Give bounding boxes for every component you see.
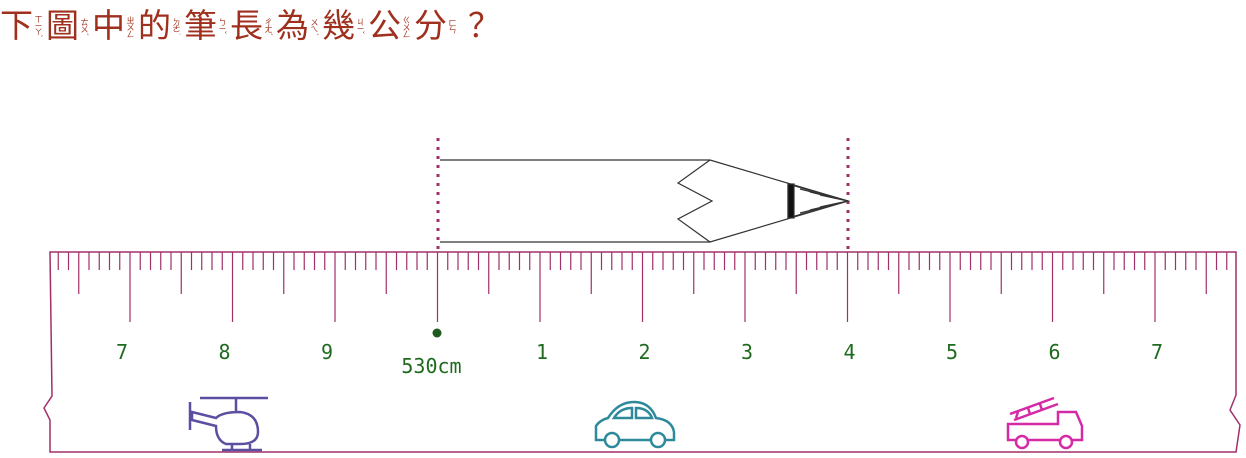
ruler-label: 6 — [1048, 340, 1060, 364]
zhuyin: ㄐㄧˇ — [356, 18, 365, 34]
car-icon — [594, 400, 676, 449]
ruler-label: 7 — [116, 340, 128, 364]
pencil — [440, 159, 851, 243]
word: 長ㄔㄤˊ — [230, 6, 276, 46]
character: 幾 — [322, 6, 355, 45]
zhuyin: ㄒㄧㄚˋ — [34, 14, 43, 38]
guides — [436, 138, 850, 250]
ruler-label: 1 — [536, 340, 548, 364]
zhuyin: ㄅㄧˇ — [218, 18, 227, 34]
ruler-label: 8 — [218, 340, 230, 364]
ruler — [43, 251, 1241, 453]
ruler-ticks — [57, 252, 1228, 322]
firetruck-icon — [1006, 396, 1084, 450]
character: 中 — [92, 6, 125, 45]
character: 圖 — [46, 6, 79, 45]
word: 公ㄍㄨㄥ — [368, 6, 414, 46]
zero-dot — [432, 328, 442, 338]
ruler-label: 2 — [638, 340, 650, 364]
word: 的ㄉㄜ˙ — [138, 6, 184, 46]
word: 幾ㄐㄧˇ — [322, 6, 368, 46]
character: 下 — [0, 6, 33, 45]
character: 公 — [368, 6, 401, 45]
ruler-label: 7 — [1151, 340, 1163, 364]
ruler-labels: 7 8 9 530cm 1 2 3 4 5 6 7 — [116, 340, 1163, 378]
ruler-label: 5 — [946, 340, 958, 364]
character: 為 — [276, 6, 309, 45]
zhuyin: ㄊㄨˊ — [80, 17, 89, 35]
word: 圖ㄊㄨˊ — [46, 6, 92, 46]
word: 中ㄓㄨㄥ — [92, 6, 138, 46]
zhuyin: ㄍㄨㄥ — [402, 15, 411, 37]
zhuyin: ㄔㄤˊ — [264, 17, 273, 35]
ruler-label: 3 — [741, 340, 753, 364]
ruler-label: 4 — [843, 340, 855, 364]
zhuyin: ㄉㄜ˙ — [172, 17, 181, 35]
ruler-label: 530cm — [401, 354, 461, 378]
zhuyin: ㄈㄣ — [448, 19, 457, 33]
word: 筆ㄅㄧˇ — [184, 6, 230, 46]
word: 為ㄨㄟˊ — [276, 6, 322, 46]
question-mark: ？ — [468, 6, 501, 45]
zhuyin: ㄨㄟˊ — [310, 17, 319, 35]
character: 筆 — [184, 6, 217, 45]
zhuyin: ㄓㄨㄥ — [126, 15, 135, 37]
character: 的 — [138, 6, 171, 45]
character: 長 — [230, 6, 263, 45]
word: 分ㄈㄣ — [414, 6, 460, 46]
character: 分 — [414, 6, 447, 45]
ruler-label: 9 — [321, 340, 333, 364]
word: 下ㄒㄧㄚˋ — [0, 6, 46, 46]
helicopter-icon — [188, 396, 268, 452]
question: 下ㄒㄧㄚˋ 圖ㄊㄨˊ 中ㄓㄨㄥ的ㄉㄜ˙ 筆ㄅㄧˇ 長ㄔㄤˊ 為ㄨㄟˊ 幾ㄐㄧˇ 公ㄍㄨㄥ分ㄈㄣ… — [0, 6, 501, 46]
